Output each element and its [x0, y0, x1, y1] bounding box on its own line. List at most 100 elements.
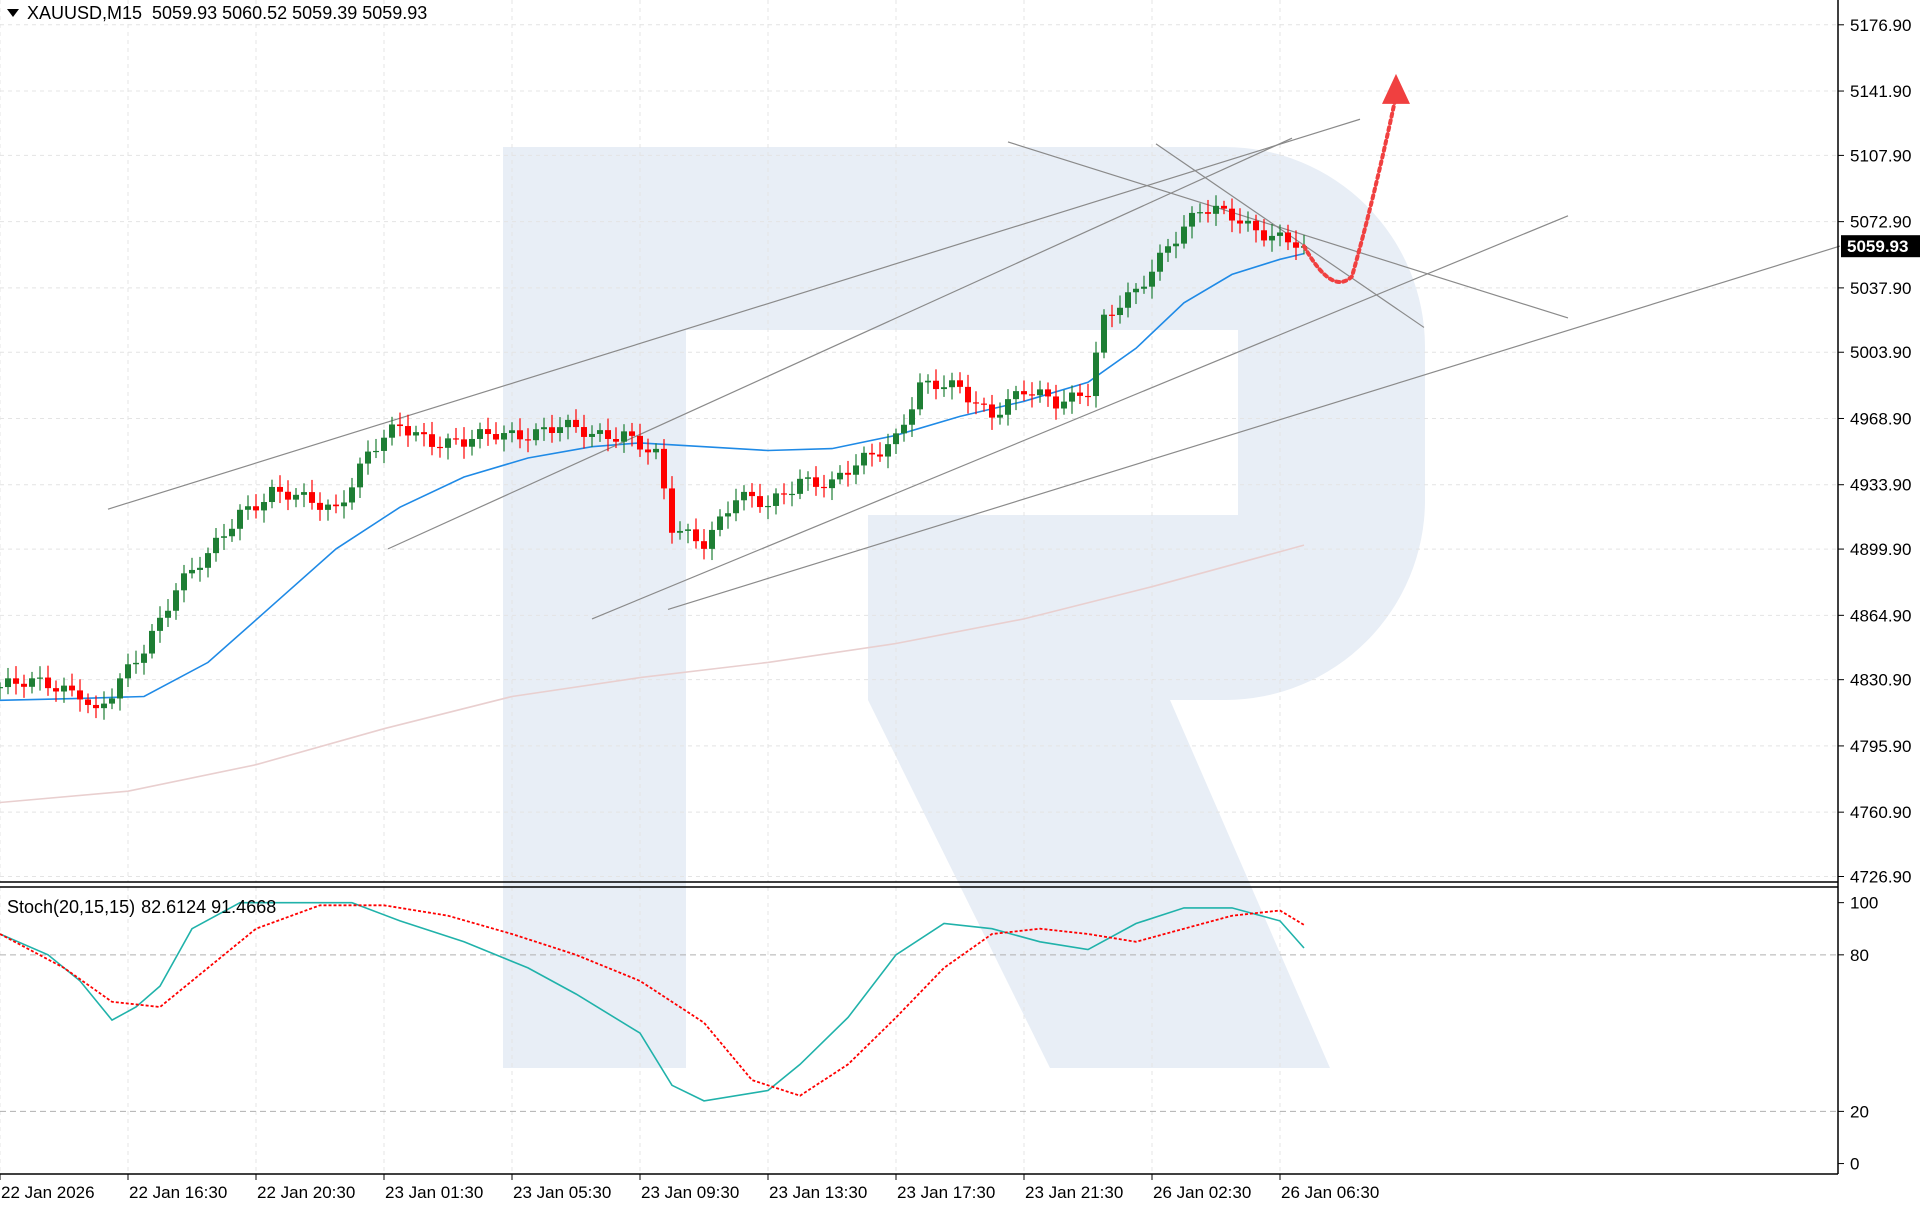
candle-body — [325, 504, 331, 510]
candle — [933, 369, 939, 400]
candle-body — [485, 429, 491, 435]
candle-body — [181, 573, 187, 591]
candle — [1013, 385, 1019, 411]
candle-body — [413, 432, 419, 436]
candle — [1261, 219, 1267, 247]
candle-body — [1181, 226, 1187, 244]
candle-body — [397, 424, 403, 427]
price-tick-label: 5072.90 — [1850, 213, 1911, 232]
stoch-tick-label: 80 — [1850, 946, 1869, 965]
candle-body — [53, 688, 59, 692]
candle — [901, 414, 907, 442]
candle — [149, 624, 155, 659]
time-tick-label: 22 Jan 2026 — [1, 1183, 95, 1202]
stoch-signal-line — [0, 904, 1305, 1097]
candle — [493, 422, 499, 445]
candle-body — [1085, 395, 1091, 398]
candle — [21, 674, 27, 698]
candle — [1221, 200, 1227, 215]
candle — [1181, 215, 1187, 249]
candle-body — [1221, 205, 1227, 209]
candle — [421, 423, 427, 447]
candle-body — [813, 477, 819, 487]
candle-body — [477, 429, 483, 439]
candle — [749, 483, 755, 508]
price-tick-label: 4795.90 — [1850, 737, 1911, 756]
time-tick-label: 23 Jan 17:30 — [897, 1183, 995, 1202]
candle-body — [613, 439, 619, 442]
stoch-name: Stoch(20,15,15) — [7, 897, 135, 917]
candle — [589, 425, 595, 448]
candle-body — [989, 404, 995, 418]
candle — [813, 466, 819, 496]
candle — [1053, 384, 1059, 420]
candle — [717, 509, 723, 537]
candle — [1109, 304, 1115, 328]
candle — [269, 479, 275, 509]
candle — [1141, 275, 1147, 294]
candle — [1045, 382, 1051, 407]
candle-body — [805, 477, 811, 479]
candle-body — [373, 450, 379, 453]
candle — [1197, 203, 1203, 223]
candle-body — [621, 431, 627, 442]
stoch-tick-label: 100 — [1850, 894, 1878, 913]
candle-body — [709, 529, 715, 549]
candle — [925, 374, 931, 394]
candle-body — [1077, 392, 1083, 396]
collapse-triangle-icon[interactable] — [7, 9, 19, 17]
candle-body — [421, 432, 427, 435]
candle — [509, 422, 515, 443]
candle-body — [741, 491, 747, 501]
candle-body — [1141, 286, 1147, 289]
candle — [349, 477, 355, 510]
candle-body — [565, 419, 571, 428]
price-tick-label: 4726.90 — [1850, 868, 1911, 887]
candle — [133, 650, 139, 674]
candle — [1189, 206, 1195, 239]
candle — [781, 483, 787, 505]
trendline — [667, 245, 1841, 611]
candle — [1133, 283, 1139, 305]
candle-body — [701, 541, 707, 549]
candle-body — [1029, 394, 1035, 396]
candle — [885, 433, 891, 469]
candle — [685, 523, 691, 544]
candle-body — [245, 506, 251, 510]
candle-body — [677, 530, 683, 533]
candle-body — [829, 479, 835, 489]
price-tick-label: 5176.90 — [1850, 16, 1911, 35]
candle-body — [501, 433, 507, 440]
candle — [1245, 211, 1251, 232]
stoch-indicator-label: Stoch(20,15,15) 82.6124 91.4668 — [7, 897, 276, 917]
candle-body — [149, 630, 155, 654]
candle — [501, 425, 507, 452]
candle — [669, 476, 675, 544]
candle-body — [309, 492, 315, 503]
candle — [213, 528, 219, 562]
candle-body — [1189, 212, 1195, 227]
candle — [1037, 380, 1043, 403]
candle — [725, 501, 731, 529]
candle-body — [261, 502, 267, 511]
candle — [949, 372, 955, 400]
price-tick-label: 4899.90 — [1850, 540, 1911, 559]
candle-body — [885, 444, 891, 457]
candle-body — [717, 516, 723, 530]
candle — [1077, 384, 1083, 405]
candle-body — [1261, 230, 1267, 241]
candle — [245, 495, 251, 520]
stoch-tick-label: 20 — [1850, 1102, 1869, 1121]
candle — [693, 518, 699, 549]
candle-body — [965, 386, 971, 403]
candle — [613, 427, 619, 449]
watermark-logo — [503, 147, 1425, 1068]
candle-body — [445, 438, 451, 448]
candle-body — [301, 492, 307, 495]
candle-body — [1109, 314, 1115, 316]
candle-body — [1293, 242, 1299, 248]
candle-body — [333, 504, 339, 507]
candle — [221, 523, 227, 550]
